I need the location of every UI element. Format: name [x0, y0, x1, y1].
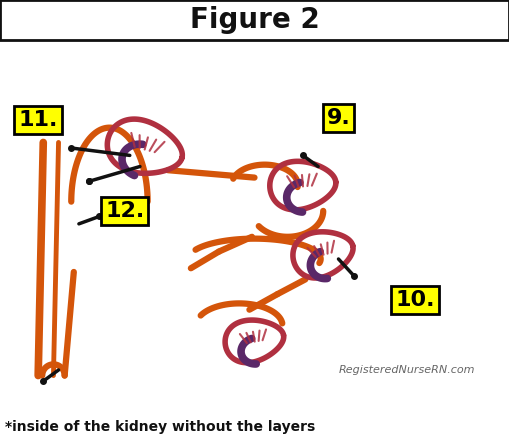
Text: Figure 2: Figure 2: [190, 6, 319, 34]
FancyBboxPatch shape: [0, 0, 509, 40]
Text: 9.: 9.: [327, 108, 350, 128]
Text: RegisteredNurseRN.com: RegisteredNurseRN.com: [339, 365, 475, 375]
Text: 12.: 12.: [105, 201, 145, 221]
Text: 10.: 10.: [395, 289, 435, 310]
Text: *inside of the kidney without the layers: *inside of the kidney without the layers: [5, 420, 316, 434]
Text: 11.: 11.: [18, 110, 58, 130]
